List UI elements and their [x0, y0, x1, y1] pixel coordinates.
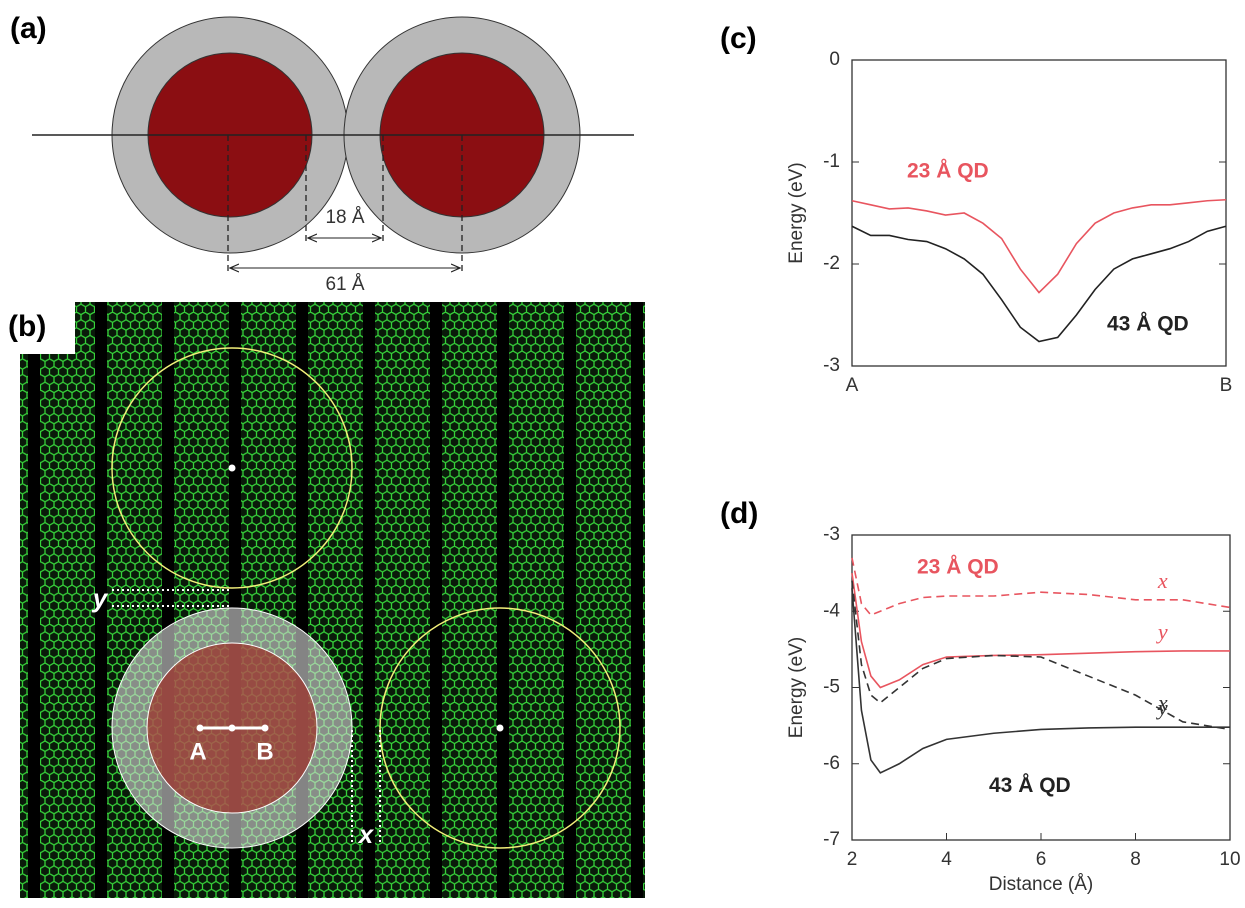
y-tick-label: -4 [823, 600, 840, 621]
stripe [28, 302, 40, 898]
x-tick-label: 2 [847, 849, 858, 870]
x-tick-label: 8 [1130, 849, 1141, 870]
panel-label: (a) [10, 12, 47, 45]
y-tick-label: -5 [823, 677, 840, 698]
series-label: y [1156, 619, 1168, 644]
y-tick-label: -3 [823, 524, 840, 545]
end-dot [262, 725, 269, 732]
y-tick-label: -2 [823, 253, 840, 274]
stripe [497, 302, 509, 898]
x-tick-label: A [846, 375, 859, 396]
series-label: 43 Å QD [1107, 312, 1189, 336]
panel-label: (b) [8, 310, 46, 343]
y-axis-label: Energy (eV) [786, 637, 807, 738]
figure: (a) 18 Å 61 Å (b) A B [0, 0, 1245, 903]
series-label: y [1156, 695, 1168, 720]
end-dot [229, 725, 236, 732]
x-axis-label: Distance (Å) [989, 874, 1094, 895]
center-dot [229, 465, 236, 472]
y-tick-label: -1 [823, 151, 840, 172]
y-tick-label: 0 [829, 49, 840, 70]
point-label: B [256, 738, 273, 765]
distance-label: y [91, 583, 109, 613]
panel-label: (d) [720, 497, 758, 530]
stripe [430, 302, 442, 898]
distance-label: x [357, 819, 375, 849]
series-line [852, 558, 1230, 615]
panel-label: (c) [720, 22, 757, 55]
dimension-label: 61 Å [325, 274, 364, 295]
y-tick-label: -6 [823, 753, 840, 774]
x-tick-label: 4 [941, 849, 952, 870]
x-tick-label: 6 [1036, 849, 1047, 870]
y-tick-label: -3 [823, 355, 840, 376]
lattice [20, 302, 645, 898]
panel-a: (a) 18 Å 61 Å [10, 12, 634, 295]
stripe [363, 302, 375, 898]
panel-b [20, 302, 645, 898]
y-axis-label: Energy (eV) [786, 162, 807, 263]
x-tick-label: 10 [1219, 849, 1240, 870]
annotation: 43 Å QD [989, 773, 1071, 797]
stripe [564, 302, 576, 898]
dimension-label: 18 Å [325, 207, 364, 228]
series-line [852, 573, 1230, 687]
stripe [631, 302, 643, 898]
center-dot [497, 725, 504, 732]
annotation: 23 Å QD [917, 554, 999, 578]
series-label: 23 Å QD [907, 159, 989, 183]
x-tick-label: B [1220, 375, 1233, 396]
series-label: x [1157, 568, 1168, 593]
page: (a) 18 Å 61 Å (b) A B [0, 0, 1245, 908]
y-tick-label: -7 [823, 829, 840, 850]
series-line [852, 200, 1226, 293]
end-dot [197, 725, 204, 732]
point-label: A [189, 738, 206, 765]
series-line [852, 588, 1230, 773]
